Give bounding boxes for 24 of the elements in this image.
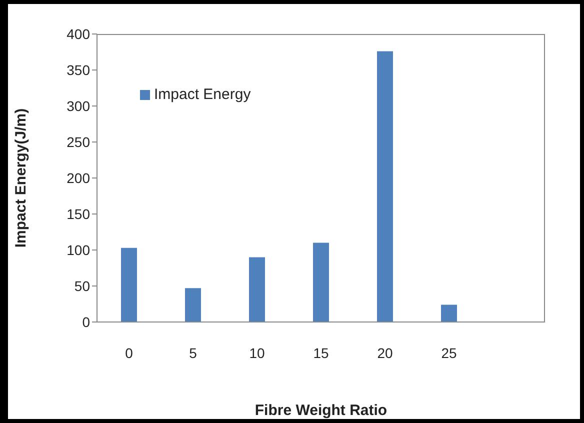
x-tick-label: 10: [249, 344, 265, 361]
x-tick-label: 5: [189, 344, 198, 361]
bar: [185, 288, 201, 322]
y-tick-label: 150: [66, 206, 90, 222]
y-tick-label: 200: [66, 170, 90, 186]
legend-label: Impact Energy: [154, 86, 251, 103]
y-tick-label: 300: [66, 98, 90, 114]
y-tick-label: 350: [66, 62, 90, 78]
y-tick-label: 400: [66, 26, 90, 42]
bar: [249, 257, 265, 322]
bar: [121, 248, 137, 322]
y-tick-label: 50: [74, 278, 90, 294]
x-axis-title: Fibre Weight Ratio: [254, 402, 388, 419]
x-tick-label: 25: [441, 344, 457, 361]
y-tick-label: 0: [82, 314, 90, 330]
bar: [441, 304, 457, 322]
y-tick-label: 100: [66, 242, 90, 258]
bar: [377, 51, 393, 322]
x-tick-label: 20: [377, 344, 393, 361]
x-tick-label: 0: [125, 344, 134, 361]
y-tick-label: 250: [66, 134, 90, 150]
x-tick-label: 15: [313, 344, 329, 361]
bar: [313, 242, 329, 322]
y-axis-title: Impact Energy(J/m): [12, 108, 30, 248]
